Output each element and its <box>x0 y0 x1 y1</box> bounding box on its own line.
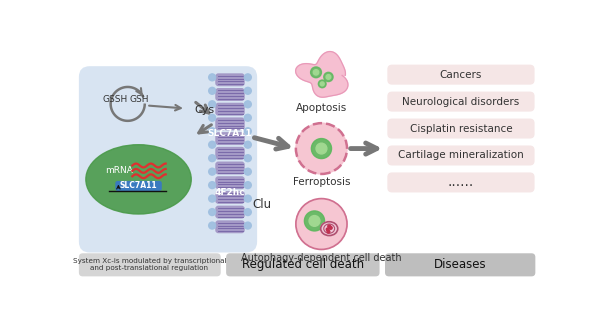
Circle shape <box>326 75 331 79</box>
FancyBboxPatch shape <box>215 117 245 130</box>
FancyBboxPatch shape <box>385 253 535 276</box>
FancyBboxPatch shape <box>215 132 245 145</box>
FancyBboxPatch shape <box>388 92 535 111</box>
Circle shape <box>244 195 251 202</box>
Circle shape <box>244 141 251 148</box>
Circle shape <box>329 226 332 229</box>
Circle shape <box>319 80 326 88</box>
FancyBboxPatch shape <box>215 103 245 116</box>
Text: SLC7A11: SLC7A11 <box>120 181 157 190</box>
Circle shape <box>244 155 251 162</box>
Circle shape <box>304 211 325 231</box>
Circle shape <box>209 155 215 162</box>
Text: Diseases: Diseases <box>434 258 487 271</box>
Circle shape <box>244 114 251 121</box>
Text: Autophagy-dependent cell death: Autophagy-dependent cell death <box>241 253 402 263</box>
Circle shape <box>313 70 319 75</box>
Circle shape <box>244 182 251 189</box>
Text: GSSH: GSSH <box>103 95 128 104</box>
FancyBboxPatch shape <box>226 253 380 276</box>
Circle shape <box>209 128 215 135</box>
Circle shape <box>244 87 251 94</box>
Text: Cisplatin resistance: Cisplatin resistance <box>410 123 512 133</box>
FancyBboxPatch shape <box>215 147 245 160</box>
FancyBboxPatch shape <box>215 88 245 101</box>
Text: Cancers: Cancers <box>440 70 482 80</box>
Text: mRNA: mRNA <box>105 165 133 175</box>
Circle shape <box>209 168 215 175</box>
Circle shape <box>244 101 251 108</box>
Text: ......: ...... <box>448 176 474 189</box>
Text: 4F2hc: 4F2hc <box>215 188 245 197</box>
Circle shape <box>244 74 251 81</box>
Circle shape <box>209 114 215 121</box>
Circle shape <box>209 222 215 229</box>
FancyBboxPatch shape <box>388 172 535 192</box>
Circle shape <box>209 101 215 108</box>
Circle shape <box>244 208 251 215</box>
Circle shape <box>244 168 251 175</box>
Text: System Xc-is modulated by transcriptional
and post-translational regulation: System Xc-is modulated by transcriptiona… <box>73 258 226 271</box>
FancyBboxPatch shape <box>215 73 245 86</box>
Circle shape <box>326 228 329 231</box>
Text: Ferroptosis: Ferroptosis <box>293 177 350 187</box>
Circle shape <box>311 138 332 159</box>
Circle shape <box>296 123 347 174</box>
Circle shape <box>209 195 215 202</box>
Circle shape <box>209 74 215 81</box>
FancyBboxPatch shape <box>215 220 245 233</box>
Circle shape <box>316 143 327 154</box>
Circle shape <box>324 72 333 82</box>
Circle shape <box>328 225 331 228</box>
FancyBboxPatch shape <box>388 65 535 85</box>
Text: Apoptosis: Apoptosis <box>296 103 347 113</box>
Text: Cys: Cys <box>194 106 214 115</box>
Text: Cartilage mineralization: Cartilage mineralization <box>398 150 524 160</box>
Text: Regulated cell death: Regulated cell death <box>242 258 364 271</box>
FancyBboxPatch shape <box>215 191 245 204</box>
FancyBboxPatch shape <box>388 145 535 165</box>
Text: Neurological disorders: Neurological disorders <box>403 97 520 106</box>
FancyBboxPatch shape <box>215 206 245 219</box>
FancyBboxPatch shape <box>79 66 257 252</box>
FancyBboxPatch shape <box>115 181 162 191</box>
Circle shape <box>309 215 320 226</box>
Text: GSH: GSH <box>130 95 149 104</box>
FancyBboxPatch shape <box>388 118 535 138</box>
Circle shape <box>244 222 251 229</box>
Text: SLC7A11: SLC7A11 <box>208 128 253 138</box>
Circle shape <box>327 230 330 233</box>
Circle shape <box>209 182 215 189</box>
Circle shape <box>320 82 324 86</box>
FancyBboxPatch shape <box>79 253 221 276</box>
Ellipse shape <box>86 145 191 214</box>
Circle shape <box>209 87 215 94</box>
Polygon shape <box>296 51 348 97</box>
Circle shape <box>209 208 215 215</box>
Circle shape <box>311 67 322 78</box>
Circle shape <box>244 128 251 135</box>
Ellipse shape <box>320 222 338 236</box>
Circle shape <box>296 199 347 249</box>
Text: Clu: Clu <box>252 198 271 211</box>
FancyBboxPatch shape <box>215 176 245 189</box>
FancyBboxPatch shape <box>215 161 245 175</box>
Circle shape <box>209 141 215 148</box>
